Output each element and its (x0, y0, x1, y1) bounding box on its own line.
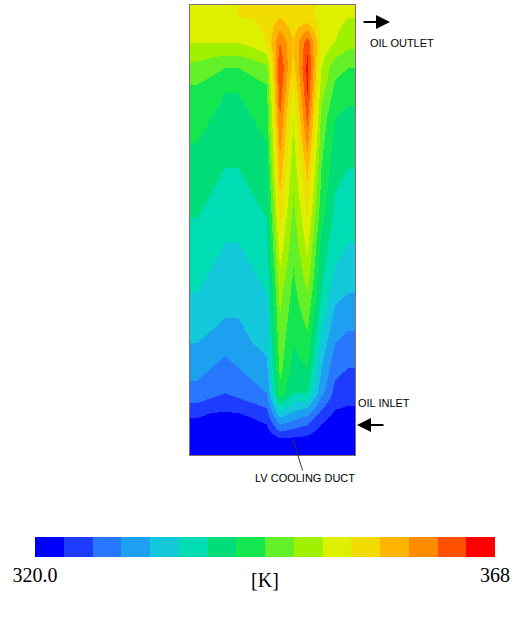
svg-text:368: 368 (480, 564, 510, 586)
svg-text:OIL INLET: OIL INLET (358, 397, 410, 409)
svg-text:OIL OUTLET: OIL OUTLET (370, 37, 434, 49)
svg-text:LV COOLING DUCT: LV COOLING DUCT (255, 472, 355, 484)
svg-text:320.0: 320.0 (13, 564, 58, 586)
svg-text:[K]: [K] (251, 569, 279, 591)
